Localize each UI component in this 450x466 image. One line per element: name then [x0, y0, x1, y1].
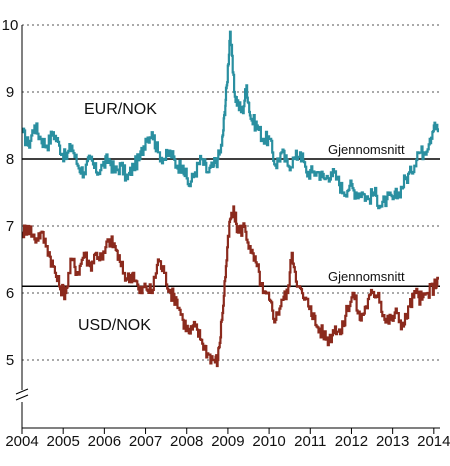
series-lines [21, 30, 439, 368]
y-axis-ticks: 5 6 7 8 9 10 [2, 17, 19, 369]
axes [15, 25, 440, 429]
x-tick-label: 2005 [46, 433, 79, 450]
series-label-usdnok: USD/NOK [78, 317, 151, 334]
x-tick-label: 2010 [252, 433, 285, 450]
average-label-usdnok: Gjennomsnitt [328, 269, 405, 284]
x-tick-label: 2004 [5, 433, 38, 450]
x-tick-label: 2012 [335, 433, 368, 450]
y-tick-label: 5 [6, 352, 14, 369]
series-line-eurnok [21, 30, 439, 210]
x-tick-label: 2006 [88, 433, 121, 450]
y-tick-label: 9 [6, 84, 14, 101]
series-label-eurnok: EUR/NOK [84, 101, 157, 118]
y-tick-label: 10 [2, 17, 19, 34]
x-tick-label: 2014 [417, 433, 450, 450]
y-tick-label: 6 [6, 285, 14, 302]
x-tick-label: 2008 [170, 433, 203, 450]
series-labels: EUR/NOK USD/NOK Gjennomsnitt Gjennomsnit… [78, 101, 405, 334]
series-line-usdnok [21, 205, 439, 368]
axis-break-mark [15, 388, 29, 401]
x-tick-label: 2007 [129, 433, 162, 450]
x-tick-label: 2009 [211, 433, 244, 450]
y-tick-label: 8 [6, 151, 14, 168]
average-label-eurnok: Gjennomsnitt [328, 142, 405, 157]
x-tick-label: 2011 [294, 433, 326, 450]
y-tick-label: 7 [6, 218, 14, 235]
x-axis-ticks: 2004 2005 2006 2007 2008 2009 2010 2011 2012 2013… [5, 428, 450, 450]
x-tick-label: 2013 [376, 433, 409, 450]
